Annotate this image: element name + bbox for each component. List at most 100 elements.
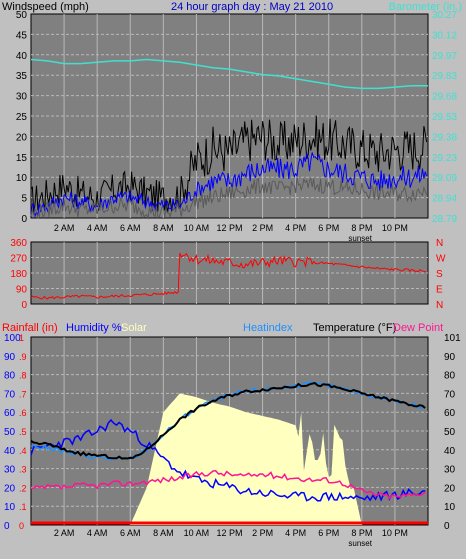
legend-rainfall: Rainfall (in): [2, 322, 58, 334]
rain-ytick-label: .1: [19, 502, 27, 512]
barometer-ytick-label: 29.53: [432, 112, 457, 123]
temp-ytick-label: 40: [444, 446, 456, 457]
barometer-ytick-label: 29.23: [432, 153, 457, 164]
direction-compass-label: S: [436, 269, 443, 280]
time-tick-label: 6 AM: [120, 528, 141, 538]
temp-ytick-label: 80: [444, 371, 456, 382]
barometer-ytick-label: 29.97: [432, 51, 457, 62]
rain-ytick-label: .8: [19, 371, 27, 381]
time-tick-label: 10 PM: [382, 528, 408, 538]
barometer-ytick-label: 29.68: [432, 92, 457, 103]
temperature-line: [30, 382, 426, 460]
humidity-ytick-label: 40: [4, 446, 16, 457]
direction-ytick-label: 90: [16, 285, 28, 296]
wind-ytick-label: 35: [16, 71, 28, 82]
time-tick-label: 2 PM: [252, 223, 273, 233]
wind-ytick-label: 20: [16, 132, 28, 143]
time-tick-label: 2 AM: [54, 528, 75, 538]
time-tick-label: 2 PM: [252, 528, 273, 538]
rain-ytick-label: .6: [19, 408, 27, 418]
time-tick-label: 8 PM: [351, 223, 372, 233]
time-tick-label: 10 PM: [382, 223, 408, 233]
time-tick-label: 4 AM: [87, 528, 108, 538]
time-tick-label: 10 AM: [184, 528, 210, 538]
time-tick-label: 8 PM: [351, 528, 372, 538]
direction-compass-label: E: [436, 285, 443, 296]
time-tick-label: 12 PM: [216, 528, 242, 538]
time-tick-label: 6 PM: [318, 528, 339, 538]
time-tick-label: 4 PM: [285, 223, 306, 233]
direction-line: [30, 252, 427, 300]
humidity-ytick-label: 10: [4, 502, 16, 513]
wind-ytick-label: 45: [16, 30, 28, 41]
time-tick-label: 12 PM: [216, 223, 242, 233]
temp-ytick-label: 90: [444, 352, 456, 363]
time-tick-label: 10 AM: [184, 223, 210, 233]
wind-axis-label: Windspeed (mph): [2, 1, 89, 13]
barometer-ytick-label: 30.27: [432, 10, 457, 21]
humidity-line: [30, 418, 426, 502]
legend-temperature: Temperature (°F): [313, 322, 396, 334]
humidity-ytick-label: 80: [4, 371, 16, 382]
temp-ytick-label: 60: [444, 408, 456, 419]
temp-ytick-label: 101: [444, 333, 461, 344]
humidity-ytick-label: 90: [4, 352, 16, 363]
time-tick-label: 8 AM: [153, 223, 174, 233]
legend-dewpoint: Dew Point: [393, 322, 443, 334]
dew-point-line: [31, 470, 426, 500]
rain-ytick-label: .9: [19, 352, 27, 362]
humidity-ytick-label: 20: [4, 483, 16, 494]
barometer-ytick-label: 28.94: [432, 194, 457, 205]
temp-ytick-label: 0: [444, 521, 450, 532]
wind-ytick-label: 30: [16, 92, 28, 103]
solar-area: [31, 393, 428, 525]
legend-solar: Solar: [121, 322, 147, 334]
time-tick-label: 2 AM: [54, 223, 75, 233]
barometer-ytick-label: 29.83: [432, 71, 457, 82]
barometer-ytick-label: 29.38: [432, 132, 457, 143]
chart-title: 24 hour graph day : May 21 2010: [171, 1, 333, 13]
direction-ytick-label: 0: [21, 300, 27, 311]
rain-ytick-label: .4: [19, 446, 27, 456]
wind-ytick-label: 25: [16, 112, 28, 123]
wind-ytick-label: 15: [16, 153, 28, 164]
time-tick-label: 4 PM: [285, 528, 306, 538]
rain-ytick-label: 0: [19, 521, 24, 531]
humidity-ytick-label: 70: [4, 389, 16, 400]
direction-compass-label: W: [436, 254, 446, 265]
humidity-ytick-label: 0: [4, 521, 10, 532]
barometer-axis-label: Barometer (in.): [389, 1, 462, 13]
temp-ytick-label: 30: [444, 465, 456, 476]
rain-ytick-label: 1: [19, 333, 24, 343]
humidity-ytick-label: 50: [4, 427, 16, 438]
wind-ytick-label: 0: [21, 214, 27, 225]
wind-avg-line: [30, 151, 428, 218]
direction-ytick-label: 360: [10, 238, 27, 249]
direction-compass-label: N: [436, 238, 443, 249]
direction-ytick-label: 270: [10, 254, 27, 265]
humidity-ytick-label: 30: [4, 465, 16, 476]
barometer-ytick-label: 28.79: [432, 214, 457, 225]
rain-ytick-label: .7: [19, 389, 27, 399]
humidity-ytick-label: 60: [4, 408, 16, 419]
wind-gust-line: [30, 115, 428, 215]
direction-ytick-label: 180: [10, 269, 27, 280]
time-tick-label: 4 AM: [87, 223, 108, 233]
wind-ytick-label: 40: [16, 51, 28, 62]
barometer-line: [30, 58, 428, 90]
barometer-ytick-label: 29.09: [432, 173, 457, 184]
time-tick-label: 6 PM: [318, 223, 339, 233]
temp-ytick-label: 50: [444, 427, 456, 438]
temp-ytick-label: 20: [444, 483, 456, 494]
legend-heatindex: Heatindex: [243, 322, 293, 334]
sunset-label: sunset: [348, 234, 372, 243]
humidity-ytick-label: 100: [4, 333, 21, 344]
rain-ytick-label: .2: [19, 483, 27, 493]
wind-ytick-label: 10: [16, 173, 28, 184]
barometer-ytick-label: 30.12: [432, 30, 457, 41]
sunset-label: sunset: [348, 539, 372, 548]
rain-ytick-label: .3: [19, 465, 27, 475]
direction-compass-label: N: [436, 300, 443, 311]
wind-ytick-label: 50: [16, 10, 28, 21]
